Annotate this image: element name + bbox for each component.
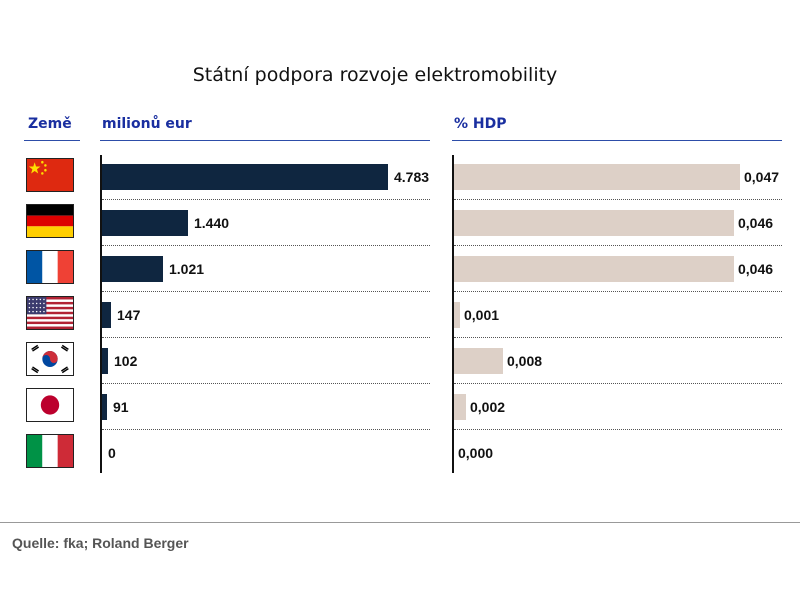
eur-value-label: 1.440	[194, 215, 230, 231]
eur-header-underline	[100, 140, 430, 141]
eur-bar	[102, 256, 163, 282]
gdp-bar	[454, 348, 503, 374]
gdp-value-label: 0,046	[738, 261, 774, 277]
source-divider	[0, 522, 800, 523]
source-note: Quelle: fka; Roland Berger	[12, 535, 189, 551]
gdp-value-label: 0,002	[470, 399, 506, 415]
flag-italy-icon	[26, 434, 74, 468]
row-separator	[102, 383, 430, 384]
eur-bar	[102, 210, 188, 236]
eur-bar	[102, 302, 111, 328]
eur-bar	[102, 394, 107, 420]
flag-germany-icon	[26, 204, 74, 238]
series-header-gdp: % HDP	[454, 116, 507, 132]
gdp-value-label: 0,047	[744, 169, 780, 185]
flag-south-korea-icon	[26, 342, 74, 376]
gdp-header-underline	[452, 140, 782, 141]
row-separator	[102, 199, 430, 200]
gdp-axis-line	[452, 155, 454, 473]
row-separator	[454, 245, 782, 246]
row-separator	[454, 383, 782, 384]
gdp-value-label: 0,046	[738, 215, 774, 231]
gdp-value-label: 0,001	[464, 307, 500, 323]
gdp-value-label: 0,000	[458, 445, 494, 461]
series-header-eur: milionů eur	[102, 116, 192, 132]
gdp-bar	[454, 210, 734, 236]
gdp-bar	[454, 394, 466, 420]
eur-value-label: 0	[108, 445, 116, 461]
row-separator	[454, 337, 782, 338]
gdp-bar	[454, 256, 734, 282]
row-separator	[454, 291, 782, 292]
row-separator	[102, 429, 430, 430]
eur-value-label: 4.783	[394, 169, 430, 185]
eur-bar	[102, 348, 108, 374]
eur-bar	[102, 164, 388, 190]
row-separator	[102, 337, 430, 338]
row-separator	[454, 429, 782, 430]
row-separator	[102, 245, 430, 246]
flag-japan-icon	[26, 388, 74, 422]
country-header-underline	[24, 140, 80, 141]
gdp-bar	[454, 302, 460, 328]
country-column-header: Země	[28, 116, 72, 132]
gdp-bar	[454, 164, 740, 190]
gdp-value-label: 0,008	[507, 353, 543, 369]
eur-value-label: 1.021	[169, 261, 205, 277]
flag-usa-icon	[26, 296, 74, 330]
flag-china-icon	[26, 158, 74, 192]
eur-value-label: 102	[114, 353, 138, 369]
flag-france-icon	[26, 250, 74, 284]
row-separator	[102, 291, 430, 292]
row-separator	[454, 199, 782, 200]
eur-axis-line	[100, 155, 102, 473]
eur-value-label: 147	[117, 307, 141, 323]
chart-title: Státní podpora rozvoje elektromobility	[192, 64, 558, 86]
eur-value-label: 91	[113, 399, 129, 415]
